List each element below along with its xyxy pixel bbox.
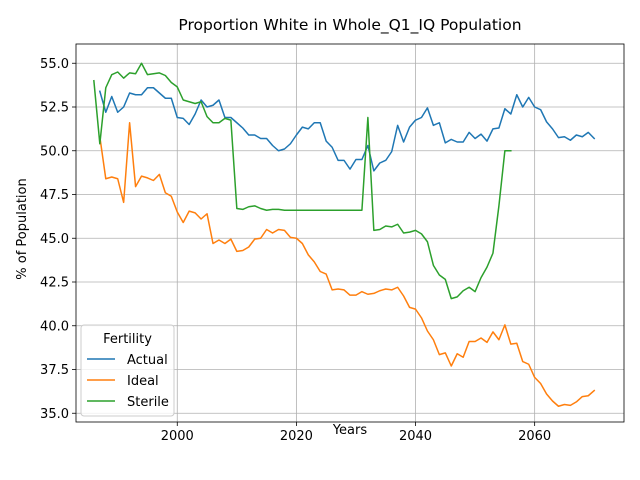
x-gridlines	[176, 44, 536, 422]
x-tick-label: 2040	[399, 429, 432, 444]
legend-label-actual: Actual	[127, 353, 168, 368]
y-tick-label: 47.5	[40, 188, 69, 203]
y-tick-label: 45.0	[40, 232, 69, 247]
y-tick-label: 35.0	[40, 407, 69, 422]
legend-label-sterile: Sterile	[127, 395, 169, 410]
y-ticks: 35.0 37.5 40.0 42.5 45.0 47.5 50.0 52.5 55.0	[40, 57, 76, 422]
x-axis-label: Years	[332, 423, 368, 438]
legend-title: Fertility	[103, 332, 152, 347]
series-line-ideal	[98, 122, 596, 407]
y-tick-label: 50.0	[40, 144, 69, 159]
x-tick-label: 2060	[518, 429, 551, 444]
x-ticks: 2000 2020 2040 2060	[161, 422, 551, 444]
series-line-sterile	[93, 62, 512, 300]
y-tick-label: 42.5	[40, 276, 69, 291]
chart-title: Proportion White in Whole_Q1_IQ Populati…	[178, 16, 521, 35]
x-tick-label: 2000	[161, 429, 194, 444]
y-tick-label: 55.0	[40, 57, 69, 72]
legend-label-ideal: Ideal	[127, 374, 159, 389]
y-tick-label: 40.0	[40, 319, 69, 334]
y-tick-label: 52.5	[40, 101, 69, 116]
series-line-actual	[98, 87, 596, 172]
legend-box	[80, 324, 175, 417]
legend: Fertility Actual Ideal Sterile	[80, 324, 175, 417]
y-tick-label: 37.5	[40, 363, 69, 378]
y-axis-label: % of Population	[15, 178, 30, 279]
series-lines	[93, 62, 596, 407]
x-tick-label: 2020	[280, 429, 313, 444]
plot-frame	[75, 43, 625, 423]
